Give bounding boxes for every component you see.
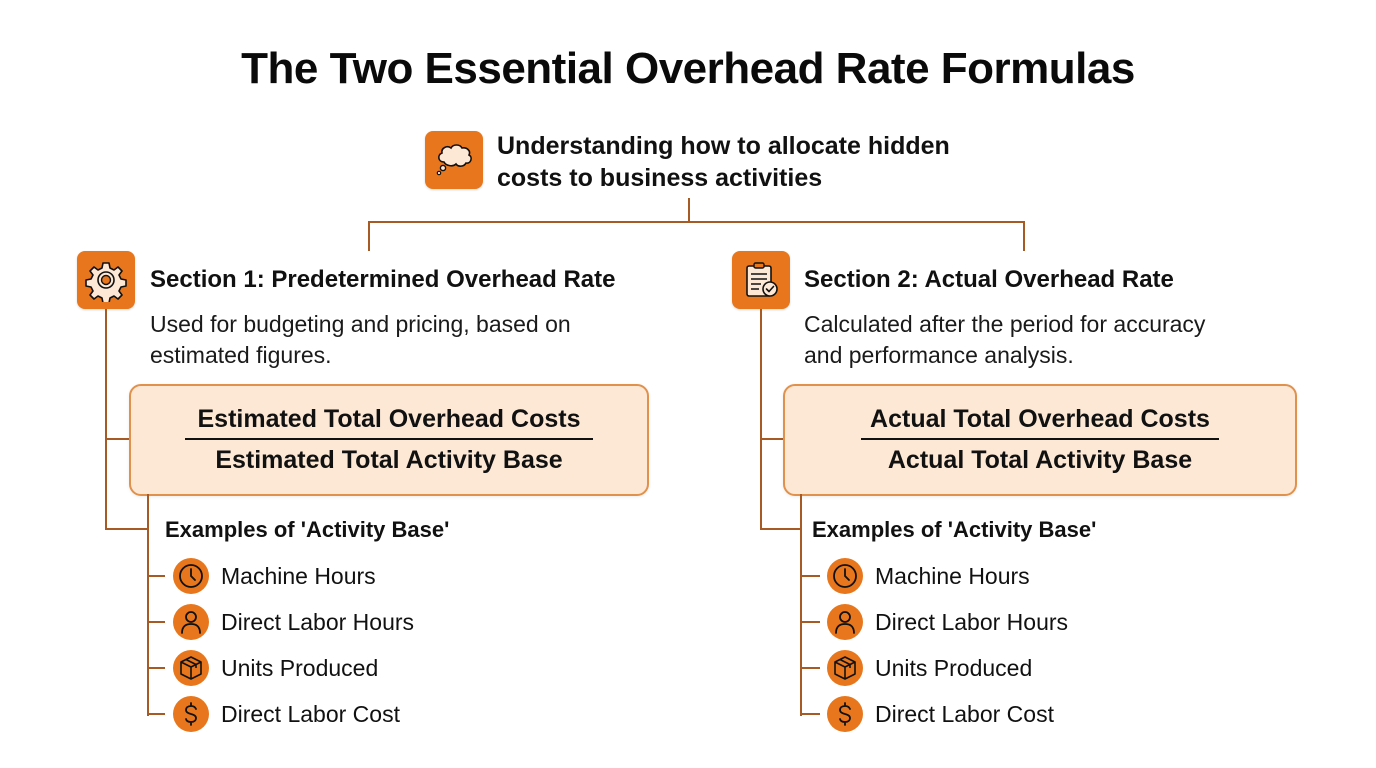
subtitle-line-1: Understanding how to allocate hidden [497, 132, 950, 160]
person-icon [173, 604, 209, 640]
dollar-icon [827, 696, 863, 732]
item-connector [800, 621, 820, 623]
section-2-title: Section 2: Actual Overhead Rate [804, 266, 1174, 293]
person-icon [827, 604, 863, 640]
list-item: Machine Hours [800, 556, 1030, 596]
list-item: Direct Labor Hours [147, 602, 414, 642]
section-2-examples-branch [760, 528, 802, 530]
example-label: Units Produced [875, 654, 1033, 681]
list-item: Direct Labor Hours [800, 602, 1068, 642]
header-subtitle: Understanding how to allocate hidden cos… [497, 130, 950, 194]
fraction-bar [861, 438, 1219, 440]
example-label: Direct Labor Hours [221, 608, 415, 635]
thought-bubble-icon [425, 131, 483, 189]
fraction-bar [185, 438, 593, 440]
formula-numerator: Estimated Total Overhead Costs [197, 405, 581, 433]
clock-icon [827, 558, 863, 594]
section-2-formula-box: Actual Total Overhead Costs Actual Total… [783, 384, 1297, 496]
item-connector [800, 713, 820, 715]
example-label: Units Produced [221, 654, 379, 681]
formula-numerator: Actual Total Overhead Costs [870, 405, 1210, 433]
section-2-description: Calculated after the period for accuracy… [804, 309, 1205, 371]
box-icon [827, 650, 863, 686]
item-connector [147, 713, 165, 715]
list-item: Units Produced [147, 648, 378, 688]
section-2-spine [760, 309, 762, 529]
example-label: Machine Hours [221, 562, 376, 589]
box-icon [173, 650, 209, 686]
list-item: Units Produced [800, 648, 1032, 688]
example-label: Direct Labor Cost [875, 700, 1054, 727]
section-1-examples-title: Examples of 'Activity Base' [165, 517, 450, 542]
description-line-2: estimated figures. [150, 342, 332, 368]
section-2-examples-title: Examples of 'Activity Base' [812, 517, 1097, 542]
example-label: Direct Labor Cost [221, 700, 400, 727]
description-line-1: Used for budgeting and pricing, based on [150, 311, 571, 337]
section-1-title: Section 1: Predetermined Overhead Rate [150, 266, 616, 293]
item-connector [800, 667, 820, 669]
connector-right-drop [1023, 221, 1025, 251]
clipboard-check-icon [732, 251, 790, 309]
section-1-formula-branch [105, 438, 130, 440]
list-item: Direct Labor Cost [147, 694, 400, 734]
connector-horizontal [368, 221, 1025, 223]
section-1-formula-box: Estimated Total Overhead Costs Estimated… [129, 384, 649, 496]
section-2-formula-branch [760, 438, 785, 440]
connector-vertical-top [688, 198, 690, 222]
description-line-1: Calculated after the period for accuracy [804, 311, 1206, 337]
subtitle-line-2: costs to business activities [497, 164, 823, 192]
item-connector [147, 667, 165, 669]
example-label: Machine Hours [875, 562, 1030, 589]
section-2-examples-spine [800, 494, 802, 716]
item-connector [147, 621, 165, 623]
section-1-description: Used for budgeting and pricing, based on… [150, 309, 571, 371]
description-line-2: and performance analysis. [804, 342, 1074, 368]
connector-left-drop [368, 221, 370, 251]
list-item: Machine Hours [147, 556, 376, 596]
item-connector [147, 575, 165, 577]
section-1-examples-branch [105, 528, 149, 530]
formula-denominator: Actual Total Activity Base [887, 446, 1193, 474]
item-connector [800, 575, 820, 577]
example-label: Direct Labor Hours [875, 608, 1069, 635]
clock-icon [173, 558, 209, 594]
list-item: Direct Labor Cost [800, 694, 1054, 734]
section-1-spine [105, 309, 107, 529]
section-1-examples-spine [147, 494, 149, 716]
page-title: The Two Essential Overhead Rate Formulas [241, 44, 1135, 93]
formula-denominator: Estimated Total Activity Base [215, 446, 563, 474]
dollar-icon [173, 696, 209, 732]
gear-icon [77, 251, 135, 309]
